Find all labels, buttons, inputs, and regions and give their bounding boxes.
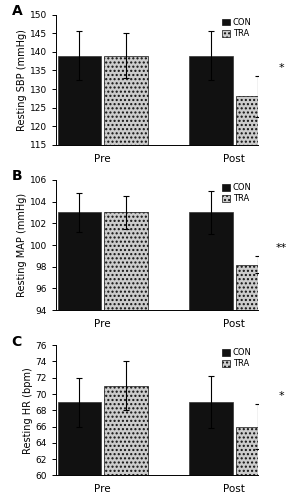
- Bar: [104, 212, 147, 500]
- Bar: [58, 402, 101, 500]
- Bar: [189, 56, 233, 500]
- Bar: [236, 96, 279, 500]
- Bar: [58, 56, 101, 500]
- Legend: CON, TRA: CON, TRA: [220, 182, 253, 205]
- Bar: [104, 386, 147, 500]
- Bar: [236, 426, 279, 500]
- Y-axis label: Resting HR (bpm): Resting HR (bpm): [23, 367, 33, 454]
- Y-axis label: Resting MAP (mmHg): Resting MAP (mmHg): [17, 193, 27, 297]
- Bar: [104, 56, 147, 500]
- Bar: [58, 212, 101, 500]
- Bar: [189, 212, 233, 500]
- Legend: CON, TRA: CON, TRA: [220, 346, 253, 370]
- Text: A: A: [12, 4, 22, 18]
- Bar: [236, 264, 279, 500]
- Text: B: B: [12, 170, 22, 183]
- Y-axis label: Resting SBP (mmHg): Resting SBP (mmHg): [17, 29, 27, 130]
- Bar: [189, 402, 233, 500]
- Text: *: *: [279, 390, 284, 400]
- Legend: CON, TRA: CON, TRA: [220, 16, 253, 40]
- Text: **: **: [276, 242, 287, 252]
- Text: *: *: [279, 63, 284, 73]
- Text: C: C: [12, 335, 22, 349]
